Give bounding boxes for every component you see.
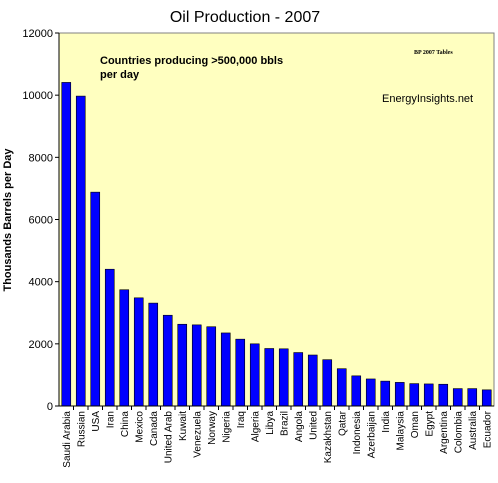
x-tick-label: United [308,411,319,440]
bar-argentina [438,383,449,407]
x-tick-label: Venezuela [192,411,203,458]
bar-mexico [133,297,144,407]
y-tick-label: 4000 [29,277,53,289]
x-tick-label: Ecuador [482,410,493,448]
x-tick-label: Libya [265,411,276,435]
y-tick-label: 2000 [29,339,53,351]
x-tick-label: Russian [76,411,87,447]
bar-united [307,354,318,407]
x-tick-label: China [120,411,131,438]
x-tick-label: Iran [105,411,116,428]
x-tick-label: Argentina [439,411,450,454]
site-credit: EnergyInsights.net [382,93,473,105]
subtitle-line-2: per day [100,69,140,81]
y-tick-label: 8000 [29,152,53,164]
bar-india [380,380,391,407]
x-tick-label: Brazil [279,411,290,436]
bar-saudi-arabia [61,82,72,407]
x-tick-label: Indonesia [352,411,363,455]
bar-china [119,289,130,407]
x-tick-label: Kazakhstan [323,411,334,463]
bar-nigeria [220,332,231,407]
bar-algeria [249,343,260,407]
bar-venezuela [191,324,202,407]
bar-russian [75,95,86,407]
y-tick-label: 0 [47,401,53,413]
bar-angola [293,352,304,407]
x-tick-label: United Arab [163,411,174,464]
bar-qatar [336,368,347,407]
y-axis-label: Thousands Barrels per Day [2,148,14,292]
x-tick-label: Qatar [337,410,348,436]
x-tick-label: Kuwait [178,411,189,441]
bar-iran [104,268,115,407]
bar-kazakhstan [322,359,333,407]
bar-kuwait [177,323,188,407]
x-tick-label: Nigeria [221,411,232,443]
bar-australia [467,388,478,407]
x-tick-label: Iraq [236,411,247,428]
x-tick-label: Algeria [250,411,261,443]
x-tick-label: Australia [468,411,479,450]
bar-libya [264,348,275,407]
bar-colombia [452,388,463,407]
y-tick-label: 12000 [22,28,53,40]
bar-egypt [423,383,434,407]
plot-area [58,32,495,407]
x-tick-label: USA [91,411,102,432]
x-tick-label: Azerbaijan [366,411,377,458]
bar-norway [206,326,217,407]
y-tick-label: 10000 [22,90,53,102]
bar-brazil [278,348,289,407]
bar-indonesia [351,375,362,407]
x-tick-label: Malaysia [395,411,406,451]
bar-iraq [235,338,246,407]
x-tick-label: Saudi Arabia [62,411,73,468]
x-tick-label: Norway [207,411,218,445]
x-tick-label: Oman [410,411,421,438]
x-tick-label: Mexico [134,411,145,443]
bar-malaysia [394,382,405,407]
x-tick-label: Canada [149,411,160,446]
chart-title: Oil Production - 2007 [170,9,320,26]
bar-usa [90,191,101,407]
source-note: BP 2007 Tables [414,50,453,56]
bar-azerbaijan [365,378,376,407]
bar-ecuador [481,389,492,407]
bar-canada [148,302,159,407]
bar-oman [409,383,420,407]
bar-united-arab [162,314,173,407]
x-tick-label: India [381,411,392,433]
x-tick-label: Colombia [453,411,464,454]
y-tick-label: 6000 [29,215,53,227]
x-tick-label: Angola [294,411,305,443]
subtitle-line-1: Countries producing >500,000 bbls [100,55,283,67]
x-tick-label: Egypt [424,411,435,437]
